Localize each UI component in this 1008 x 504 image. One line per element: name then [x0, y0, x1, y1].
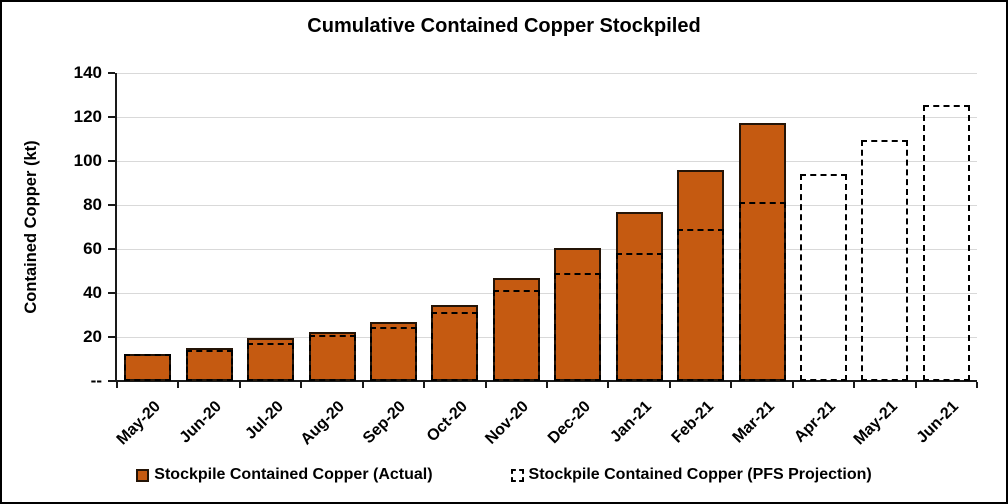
- y-axis-tick: [108, 292, 115, 294]
- x-axis-tick: [730, 382, 733, 388]
- bar-projection-Nov-20: [492, 289, 540, 381]
- legend-marker-actual-icon: [136, 468, 150, 482]
- x-axis-tick: [607, 382, 610, 388]
- bar-projection-May-20: [124, 353, 172, 381]
- x-axis-line: [115, 380, 977, 382]
- bar-projection-Feb-21: [677, 229, 725, 381]
- gridline: [117, 336, 977, 338]
- bar-projection-Jul-20: [247, 342, 295, 381]
- legend-label-projection: Stockpile Contained Copper (PFS Projecti…: [528, 466, 872, 483]
- x-axis-tick: [976, 382, 978, 388]
- x-axis-tick: [423, 382, 426, 388]
- y-axis-tick: [108, 248, 115, 250]
- bar-projection-Jun-20: [185, 350, 233, 381]
- x-axis-tick: [484, 382, 487, 388]
- gridline: [117, 248, 977, 250]
- x-axis-tick: [361, 382, 364, 388]
- bar-projection-Dec-20: [554, 273, 602, 381]
- bar-projection-Oct-20: [431, 311, 479, 381]
- x-axis-tick: [791, 382, 794, 388]
- y-axis-tick: [108, 116, 115, 118]
- y-axis-tick: [108, 380, 115, 382]
- gridline: [117, 204, 977, 206]
- chart-title: Cumulative Contained Copper Stockpiled: [307, 15, 701, 37]
- y-axis-tick-label: 20: [83, 327, 102, 346]
- bar-projection-Mar-21: [738, 201, 786, 381]
- gridline: [117, 292, 977, 294]
- gridline: [117, 160, 977, 162]
- legend: Stockpile Contained Copper (Actual) Stoc…: [2, 466, 1006, 484]
- bar-projection-Jan-21: [615, 253, 663, 381]
- gridline: [117, 116, 977, 118]
- y-axis-tick-label: --: [90, 371, 102, 390]
- y-axis-tick-label: 80: [83, 195, 102, 214]
- bar-projection-Aug-20: [308, 334, 356, 381]
- x-axis-tick: [116, 382, 118, 388]
- x-axis-tick: [914, 382, 917, 388]
- y-axis-tick: [108, 160, 115, 162]
- x-axis-tick: [238, 382, 241, 388]
- legend-item-projection: Stockpile Contained Copper (PFS Projecti…: [510, 466, 872, 484]
- y-axis-tick-label: 100: [73, 151, 102, 170]
- x-axis-tick: [300, 382, 303, 388]
- x-axis-tick: [546, 382, 548, 388]
- x-axis-tick: [177, 382, 180, 388]
- legend-item-actual: Stockpile Contained Copper (Actual): [136, 466, 433, 484]
- bar-actual-Jul-20: [247, 338, 295, 381]
- y-axis-tick: [108, 204, 115, 206]
- bar-projection-Apr-21: [799, 174, 847, 381]
- x-axis-tick: [668, 382, 671, 388]
- y-axis-line: [115, 73, 117, 381]
- y-axis-tick-label: 120: [73, 107, 102, 126]
- y-axis-tick: [108, 72, 115, 74]
- y-axis-tick-label: 140: [73, 63, 102, 82]
- bar-actual-Aug-20: [308, 331, 356, 381]
- x-axis-tick: [853, 382, 856, 388]
- y-axis-tick-label: 60: [83, 239, 102, 258]
- legend-label-actual: Stockpile Contained Copper (Actual): [154, 466, 433, 483]
- y-axis-tick: [108, 336, 115, 338]
- bar-projection-May-21: [861, 140, 909, 381]
- legend-marker-projection-icon: [510, 468, 524, 482]
- y-axis-tick-label: 40: [83, 283, 102, 302]
- bar-projection-Sep-20: [369, 327, 417, 381]
- bar-projection-Jun-21: [922, 104, 970, 381]
- gridline: [117, 72, 977, 74]
